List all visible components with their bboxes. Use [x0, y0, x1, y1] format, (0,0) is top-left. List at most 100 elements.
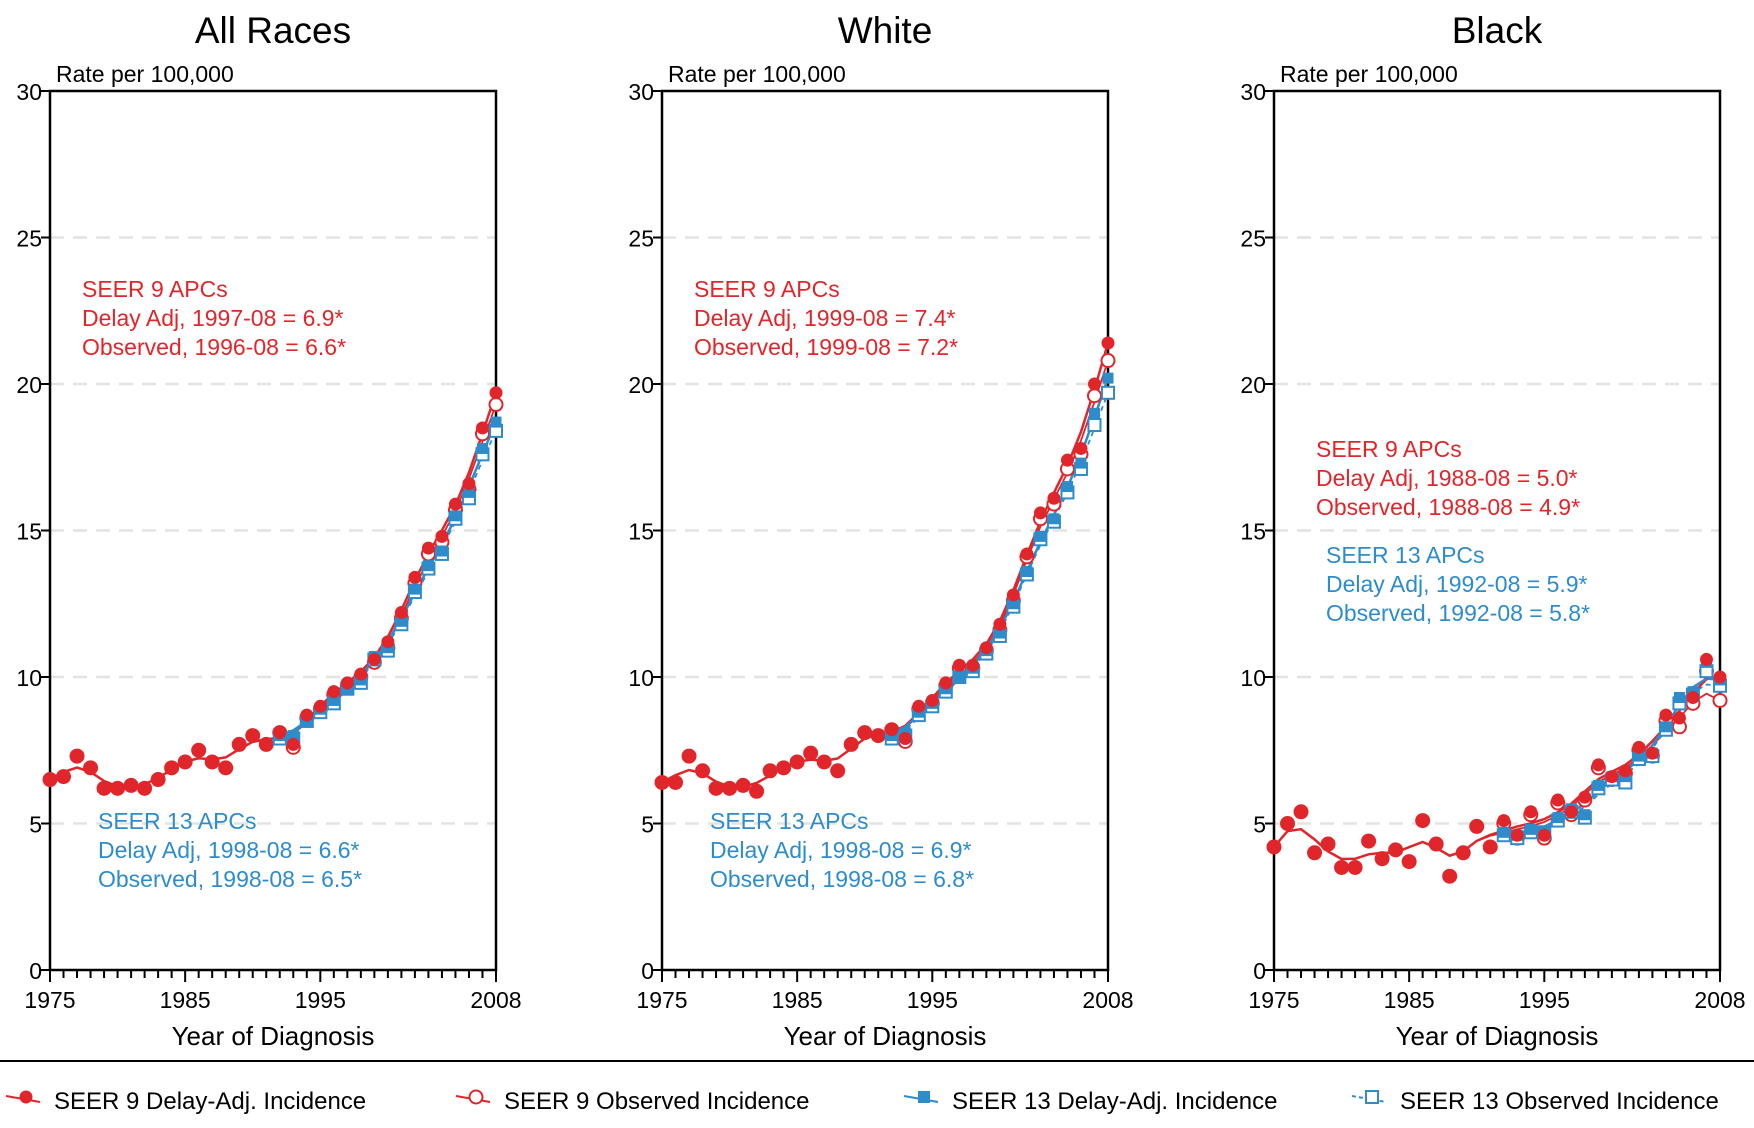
data-point	[1525, 823, 1537, 835]
data-point	[1087, 377, 1101, 391]
annotation-heading: SEER 9 APCs	[82, 276, 228, 302]
series-3	[279, 430, 497, 740]
data-point	[912, 699, 926, 713]
data-point	[192, 743, 206, 757]
data-point	[994, 627, 1006, 639]
x-tick-label: 1985	[160, 987, 211, 1013]
annotation-heading: SEER 9 APCs	[694, 276, 840, 302]
data-point	[246, 729, 260, 743]
annotation-line: Observed, 1998-08 = 6.5*	[98, 866, 362, 892]
legend-label: SEER 9 Observed Incidence	[504, 1088, 810, 1115]
data-point	[1497, 814, 1511, 828]
data-point	[709, 781, 723, 795]
data-point	[286, 737, 300, 751]
legend-label: SEER 13 Observed Incidence	[1400, 1088, 1719, 1115]
data-point	[57, 770, 71, 784]
series-fit-line	[49, 404, 497, 788]
data-point	[1633, 750, 1645, 762]
data-point	[1389, 843, 1403, 857]
data-point	[219, 761, 233, 775]
data-point	[763, 764, 777, 778]
x-tick-label: 1985	[1384, 987, 1435, 1013]
data-point	[1007, 598, 1019, 610]
data-point	[939, 676, 953, 690]
x-tick-label: 1975	[636, 987, 687, 1013]
y-tick-label: 25	[628, 226, 654, 252]
data-point	[1087, 418, 1102, 433]
chart-panel-2: Black Rate per 100,000 0 5 10 15 20 25 30 1975 198…	[1240, 10, 1745, 1051]
data-point	[925, 693, 939, 707]
legend-item: SEER 9 Observed Incidence	[455, 1088, 810, 1115]
filled-square-icon	[903, 1091, 939, 1103]
x-tick-label: 1995	[907, 987, 958, 1013]
data-point	[178, 755, 192, 769]
data-point	[1659, 708, 1673, 722]
data-point	[1102, 372, 1114, 384]
annotation-line: Delay Adj, 1992-08 = 5.9*	[1326, 571, 1588, 597]
data-point	[1321, 837, 1335, 851]
annotation-line: Observed, 1999-08 = 7.2*	[694, 334, 958, 360]
data-point	[138, 781, 152, 795]
y-tick-label: 15	[16, 519, 42, 545]
data-point	[898, 732, 912, 746]
data-point	[1429, 837, 1443, 851]
data-point	[1713, 670, 1727, 684]
chart-title: White	[838, 10, 933, 51]
data-point	[1443, 869, 1457, 883]
data-point	[1308, 846, 1322, 860]
data-point	[844, 737, 858, 751]
x-tick-label: 2008	[1082, 987, 1133, 1013]
data-point	[43, 773, 57, 787]
data-point	[1086, 388, 1102, 404]
legend-marker	[19, 1090, 33, 1104]
y-tick-label: 20	[628, 372, 654, 398]
y-tick-label: 20	[1240, 372, 1266, 398]
data-point	[1048, 513, 1060, 525]
data-point	[1578, 790, 1592, 804]
annotation-line: Observed, 1998-08 = 6.8*	[710, 866, 974, 892]
data-point	[1100, 353, 1116, 369]
data-point	[367, 652, 381, 666]
legend: SEER 9 Delay-Adj. Incidence SEER 9 Observ…	[5, 1088, 1719, 1115]
data-point	[1074, 441, 1088, 455]
data-point	[327, 685, 341, 699]
data-point	[1047, 491, 1061, 505]
data-point	[1564, 805, 1578, 819]
data-point	[1579, 809, 1591, 821]
legend-item: SEER 9 Delay-Adj. Incidence	[5, 1088, 366, 1115]
data-point	[1645, 746, 1659, 760]
y-tick-label: 15	[628, 519, 654, 545]
data-point	[979, 641, 993, 655]
annotation-heading: SEER 9 APCs	[1316, 436, 1462, 462]
data-point	[777, 761, 791, 775]
chart-title: All Races	[195, 10, 351, 51]
data-point	[435, 529, 449, 543]
data-point	[682, 749, 696, 763]
data-point	[111, 781, 125, 795]
data-point	[1510, 828, 1524, 842]
data-point	[1524, 805, 1538, 819]
annotation-line: Delay Adj, 1997-08 = 6.9*	[82, 305, 344, 331]
x-axis-label: Year of Diagnosis	[172, 1021, 375, 1051]
data-point	[313, 699, 327, 713]
data-point	[1592, 779, 1604, 791]
annotation-line: Delay Adj, 1999-08 = 7.4*	[694, 305, 956, 331]
data-point	[409, 583, 421, 595]
data-point	[205, 755, 219, 769]
series-fit-line	[891, 377, 1110, 737]
data-point	[831, 764, 845, 778]
series-markers-2	[274, 416, 502, 742]
data-point	[97, 781, 111, 795]
filled-circle-icon	[5, 1090, 41, 1104]
data-point	[232, 737, 246, 751]
series-fit-line	[279, 421, 498, 737]
series-0	[661, 342, 1110, 789]
series-fit-line	[279, 430, 497, 740]
data-point	[165, 761, 179, 775]
data-point	[1686, 691, 1700, 705]
legend-label: SEER 13 Delay-Adj. Incidence	[952, 1088, 1278, 1115]
data-point	[408, 570, 422, 584]
data-point	[70, 749, 84, 763]
y-axis-label: Rate per 100,000	[56, 61, 234, 87]
series-markers-3	[884, 385, 1115, 746]
